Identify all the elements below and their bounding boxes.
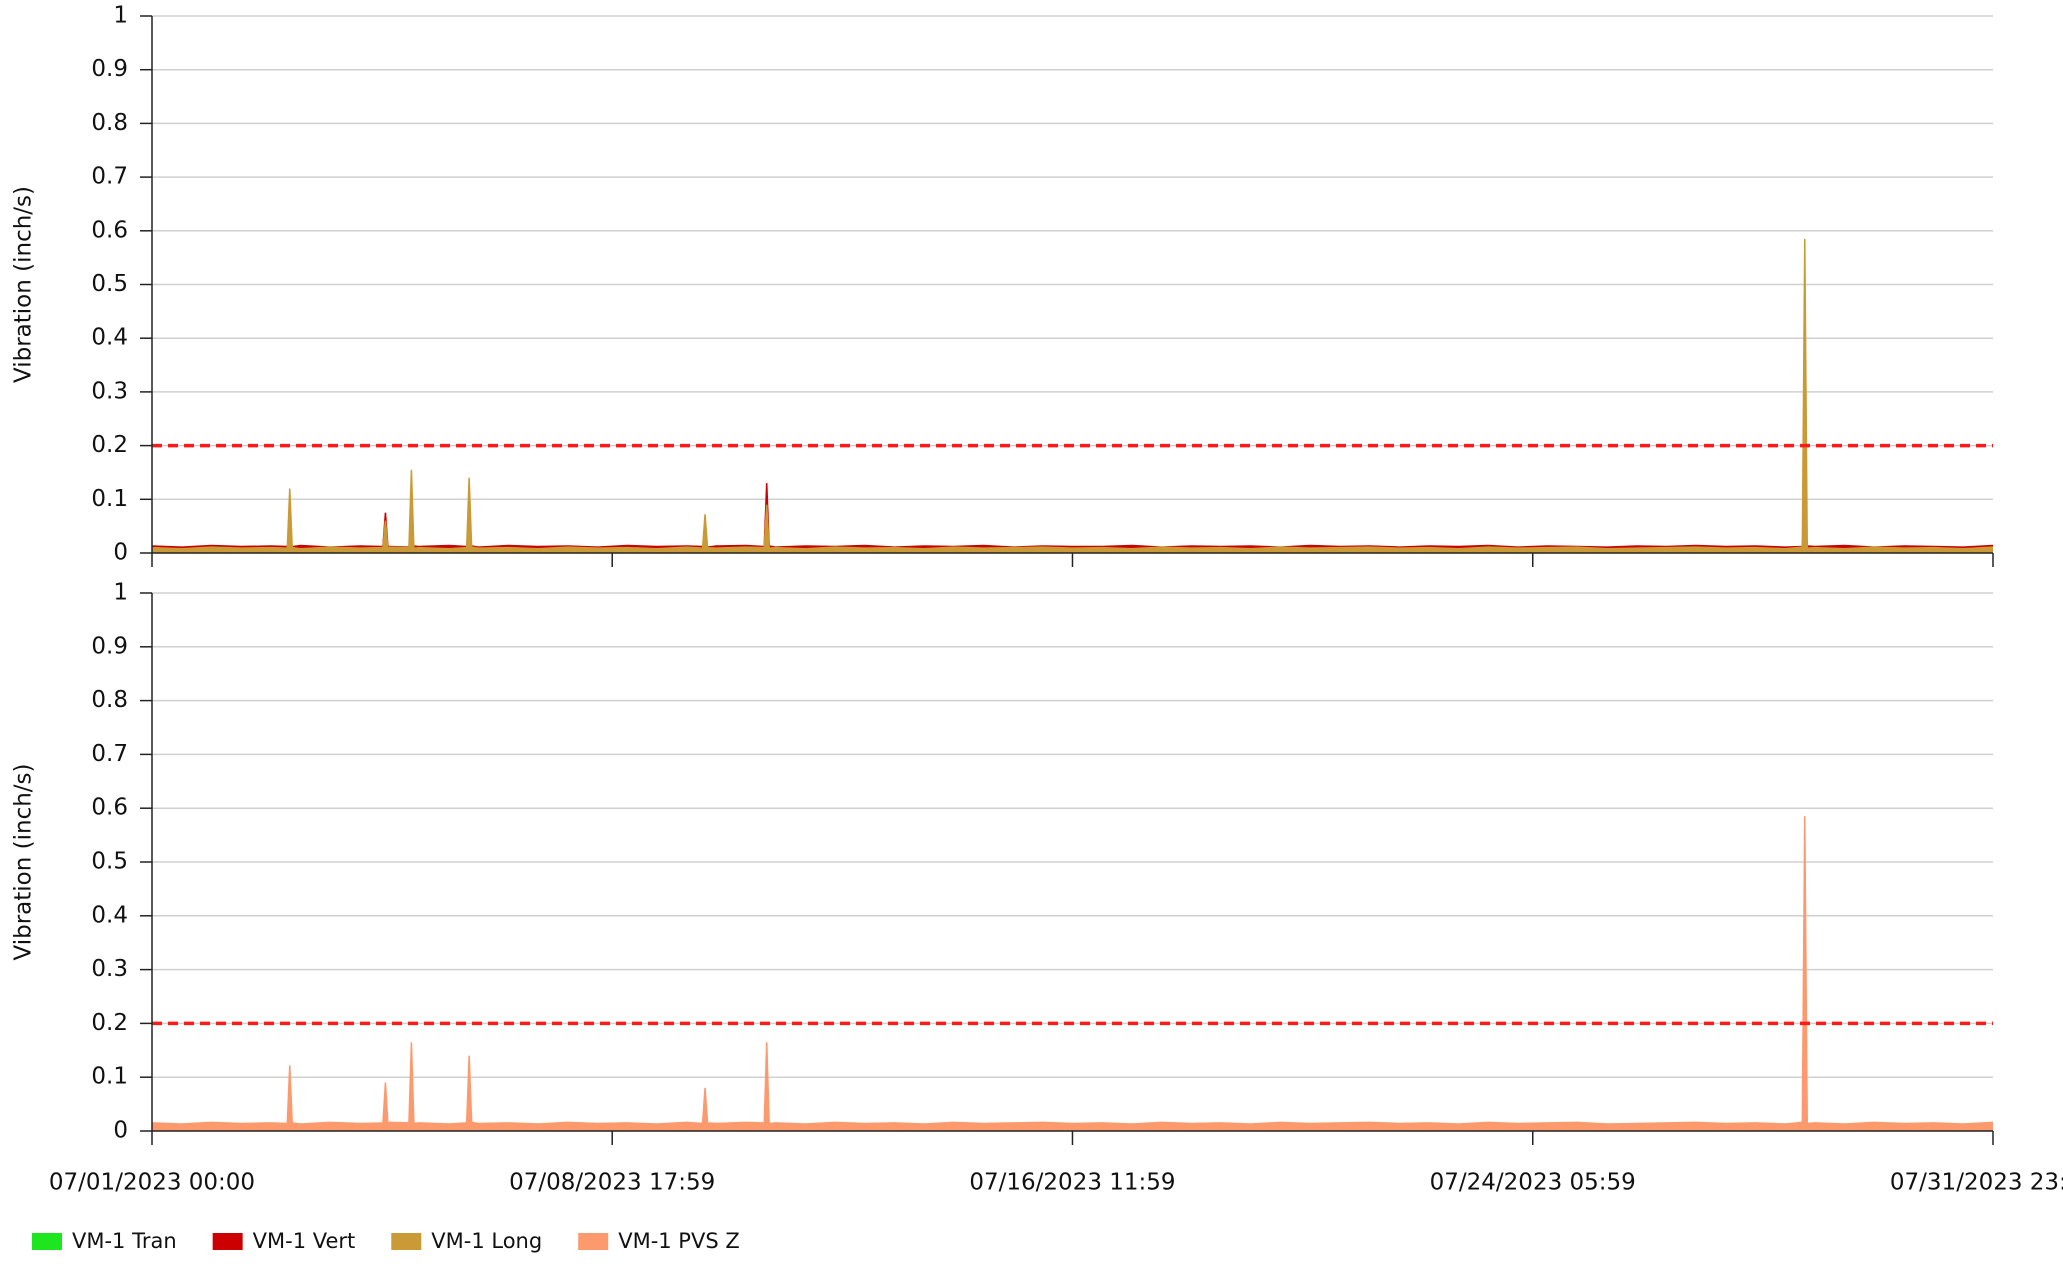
y-tick-label: 0.3 [91, 378, 128, 404]
y-tick-label: 0.4 [91, 902, 128, 928]
y-tick-label: 0.9 [91, 633, 128, 659]
y-tick-label: 0.7 [91, 164, 128, 190]
y-tick-label: 0.4 [91, 325, 128, 351]
y-tick-label: 0.5 [91, 849, 128, 875]
legend-label: VM-1 Long [431, 1229, 542, 1253]
y-axis-title: Vibration (inch/s) [11, 763, 37, 960]
y-tick-label: 0.7 [91, 741, 128, 767]
y-tick-label: 1 [113, 3, 128, 29]
x-tick-label: 07/01/2023 00:00 [49, 1170, 255, 1196]
legend-label: VM-1 PVS Z [618, 1229, 740, 1253]
x-tick-label: 07/24/2023 05:59 [1430, 1170, 1636, 1196]
area-fill [152, 238, 1993, 554]
x-tick-label: 07/31/2023 23:59 [1890, 1170, 2063, 1196]
area-fill [152, 816, 1993, 1131]
x-tick-label: 07/08/2023 17:59 [509, 1170, 715, 1196]
y-tick-label: 0.6 [91, 795, 128, 821]
y-tick-label: 0.1 [91, 1064, 128, 1090]
y-tick-label: 0.9 [91, 56, 128, 82]
y-tick-label: 0.6 [91, 217, 128, 243]
series-line [151, 238, 1994, 550]
series-line [151, 483, 1994, 548]
y-tick-label: 1 [113, 580, 128, 606]
legend-swatch [212, 1233, 243, 1250]
y-tick-label: 0.5 [91, 271, 128, 297]
y-tick-label: 0.3 [91, 956, 128, 982]
y-tick-label: 0 [113, 540, 128, 566]
y-tick-label: 0.2 [91, 432, 128, 458]
x-tick-label: 07/16/2023 11:59 [969, 1170, 1175, 1196]
legend-label: VM-1 Vert [253, 1229, 356, 1253]
area-fill [152, 483, 1993, 553]
series-line [151, 816, 1994, 1125]
legend-swatch [578, 1233, 609, 1250]
legend-swatch [32, 1233, 62, 1250]
y-tick-label: 0.1 [91, 486, 128, 512]
y-tick-label: 0 [113, 1118, 128, 1144]
legend-swatch [391, 1233, 422, 1250]
y-tick-label: 0.8 [91, 110, 128, 136]
y-tick-label: 0.2 [91, 1010, 128, 1036]
legend-label: VM-1 Tran [72, 1229, 177, 1253]
y-axis-title: Vibration (inch/s) [11, 186, 37, 383]
y-tick-label: 0.8 [91, 687, 128, 713]
